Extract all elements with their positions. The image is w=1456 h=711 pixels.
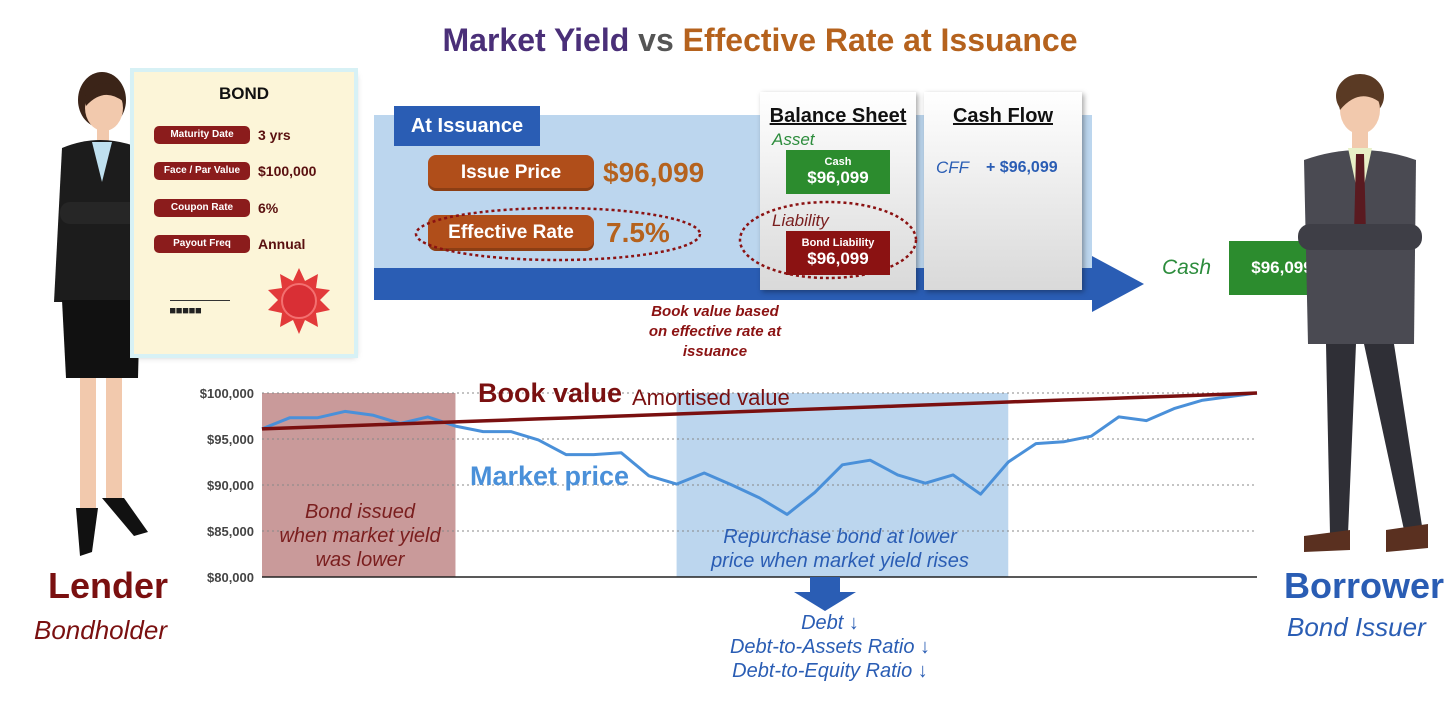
effects-list: Debt ↓ Debt-to-Assets Ratio ↓ Debt-to-Eq… xyxy=(660,611,1000,683)
zone-right-line: Repurchase bond at lower xyxy=(723,526,957,548)
issue-price-value: $96,099 xyxy=(603,157,705,188)
y-tick-label: $95,000 xyxy=(207,432,254,447)
borrower-role: Borrower xyxy=(1284,565,1445,606)
note-line: Book value based xyxy=(651,303,779,320)
cash-asset-value: $96,099 xyxy=(807,168,869,187)
bond-row-label: Maturity Date xyxy=(154,126,250,144)
liability-ellipse-icon xyxy=(738,200,918,280)
effective-rate-value: 7.5% xyxy=(606,217,670,248)
bond-liability-label: Bond Liability xyxy=(801,237,875,249)
bond-row-coupon: Coupon Rate 6% xyxy=(154,199,278,217)
market-price-line xyxy=(261,391,1258,516)
bond-row-value: 6% xyxy=(258,200,279,216)
bond-row-maturity: Maturity Date 3 yrs xyxy=(154,126,291,144)
bond-row-value: Annual xyxy=(258,236,306,252)
signature: ■■■■■ xyxy=(170,306,203,316)
bond-row-face-value: Face / Par Value $100,000 xyxy=(154,162,316,180)
y-tick-label: $90,000 xyxy=(207,478,254,493)
zone-right-line: price when market yield rises xyxy=(711,550,969,572)
bond-title: BOND xyxy=(218,84,270,103)
bond-row-label: Coupon Rate xyxy=(154,199,250,217)
effective-rate-label: Effective Rate xyxy=(428,215,594,251)
zone-left-line: was lower xyxy=(315,549,405,571)
lender-subtitle: Bondholder xyxy=(34,615,167,645)
borrower-cash-label: Cash xyxy=(1162,256,1212,279)
bond-row-payout: Payout Freq Annual xyxy=(154,235,305,253)
book-value-note: Book value based on effective rate at is… xyxy=(620,302,810,362)
lender-role: Lender xyxy=(48,565,169,606)
bond-liability-value: $96,099 xyxy=(807,249,869,268)
page-title: Market Yield vs Effective Rate at Issuan… xyxy=(0,22,1456,59)
issue-price-label: Issue Price xyxy=(428,155,594,191)
bond-liability-box: Bond Liability $96,099 xyxy=(786,231,890,275)
borrower-subtitle: Bond Issuer xyxy=(1287,612,1426,642)
effect-item: Debt-to-Equity Ratio ↓ xyxy=(732,660,928,682)
zone-left-line: Bond issued xyxy=(304,501,416,523)
bond-row-value: 3 yrs xyxy=(258,127,291,143)
zone-right-text: Repurchase bond at lower price when mark… xyxy=(680,525,1000,573)
title-market-yield: Market Yield xyxy=(442,22,630,58)
title-vs: vs xyxy=(638,22,674,58)
lender-figure xyxy=(54,72,148,556)
note-line: issuance xyxy=(682,343,748,360)
y-tick-label: $85,000 xyxy=(207,524,254,539)
cash-asset-box: Cash $96,099 xyxy=(786,150,890,194)
cash-flow-panel xyxy=(924,92,1082,290)
balance-sheet-title: Balance Sheet xyxy=(769,105,907,127)
down-arrow-icon xyxy=(794,577,856,611)
zone-left-line: when market yield xyxy=(279,525,441,547)
title-effective-rate: Effective Rate at Issuance xyxy=(682,22,1078,58)
zone-left-text: Bond issued when market yield was lower xyxy=(262,500,458,572)
bond-row-label: Payout Freq xyxy=(154,235,250,253)
y-tick-label: $80,000 xyxy=(207,570,254,585)
effect-item: Debt-to-Assets Ratio ↓ xyxy=(729,636,931,658)
book-value-label: Book value xyxy=(478,378,623,408)
seal-icon xyxy=(268,268,330,334)
borrower-figure xyxy=(1298,74,1428,552)
asset-label: Asset xyxy=(772,130,815,149)
bond-card: BOND Maturity Date 3 yrs Face / Par Value… xyxy=(134,72,354,354)
cash-asset-label: Cash xyxy=(824,156,852,168)
bond-row-label: Face / Par Value xyxy=(154,162,250,180)
cff-label: CFF xyxy=(936,158,970,177)
bond-row-value: $100,000 xyxy=(258,163,317,179)
market-price-label: Market price xyxy=(470,461,630,491)
signature-line xyxy=(170,300,230,301)
cash-flow-title: Cash Flow xyxy=(952,105,1053,127)
y-tick-label: $100,000 xyxy=(199,386,254,401)
note-line: on effective rate at xyxy=(648,323,782,340)
cff-value: + $96,099 xyxy=(986,159,1058,176)
liability-label: Liability xyxy=(772,211,829,230)
at-issuance-header: At Issuance xyxy=(394,106,540,146)
amortised-value-label: Amortised value xyxy=(632,385,790,410)
effect-item: Debt ↓ xyxy=(801,612,859,634)
effective-rate-ellipse-icon xyxy=(414,206,702,262)
